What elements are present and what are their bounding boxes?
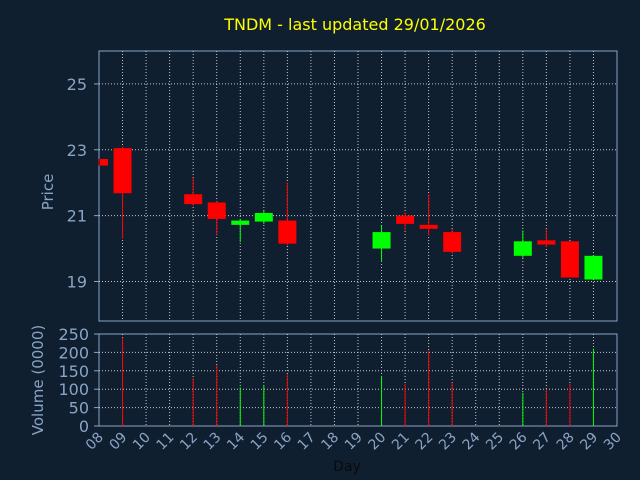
candle xyxy=(396,212,415,231)
x-tick-label: 22 xyxy=(413,430,437,454)
candle xyxy=(278,182,297,246)
candle xyxy=(513,230,532,258)
x-tick-label: 21 xyxy=(389,430,413,454)
volume-tick-label: 100 xyxy=(58,380,89,399)
x-tick-label: 09 xyxy=(106,430,130,454)
candle xyxy=(207,200,226,236)
candle xyxy=(231,218,250,242)
candle-body xyxy=(231,220,250,225)
candle-body xyxy=(560,241,579,278)
candle xyxy=(537,228,556,247)
price-tick-label: 21 xyxy=(67,207,87,226)
x-tick-label: 16 xyxy=(271,429,295,453)
x-tick-label: 27 xyxy=(530,430,554,454)
candle-body xyxy=(207,202,226,219)
x-tick-label: 14 xyxy=(224,429,248,453)
candle-body xyxy=(372,232,391,249)
candle-body xyxy=(254,213,273,222)
candle-body xyxy=(513,241,532,256)
price-grid xyxy=(99,51,617,321)
x-tick-label: 23 xyxy=(436,430,460,454)
x-axis-label: Day xyxy=(333,459,361,475)
candle xyxy=(443,228,462,254)
price-tick-label: 25 xyxy=(67,75,87,94)
volume-grid xyxy=(99,334,617,426)
candle-body xyxy=(100,159,108,166)
candle-body xyxy=(113,148,132,194)
x-tick-label: 13 xyxy=(201,430,225,454)
price-y-ticks: 19 21 23 25 xyxy=(67,75,99,291)
candle-body xyxy=(278,220,297,244)
chart-title: TNDM - last updated 29/01/2026 xyxy=(223,15,486,34)
x-tick-label: 25 xyxy=(483,430,507,454)
x-tick-label: 15 xyxy=(248,430,272,454)
candle-body xyxy=(537,240,556,245)
x-ticks: 08 09 10 11 12 13 14 15 16 17 18 19 20 21 22 23 24 25 26 27… xyxy=(83,429,625,453)
candle xyxy=(113,146,132,239)
candle xyxy=(372,225,391,262)
x-tick-label: 17 xyxy=(295,430,319,454)
candle-body xyxy=(419,224,438,229)
price-axis-label: Price xyxy=(39,174,57,211)
x-tick-label: 24 xyxy=(460,429,484,453)
x-tick-label: 11 xyxy=(154,430,178,454)
candle xyxy=(184,177,203,206)
candle xyxy=(560,241,579,278)
candle xyxy=(98,159,108,166)
candle xyxy=(584,255,603,280)
x-tick-label: 28 xyxy=(554,430,578,454)
volume-axis-label: Volume (0000) xyxy=(29,325,47,435)
x-tick-label: 20 xyxy=(365,430,389,454)
volume-tick-label: 200 xyxy=(58,343,89,362)
candle-body xyxy=(443,232,462,252)
x-tick-label: 19 xyxy=(342,430,366,454)
candles xyxy=(98,146,603,280)
candle xyxy=(254,210,273,224)
volume-bars xyxy=(122,337,594,426)
volume-tick-label: 150 xyxy=(58,362,89,381)
candle-body xyxy=(584,255,603,280)
x-tick-label: 12 xyxy=(177,430,201,454)
candle-body xyxy=(184,194,203,205)
candle-body xyxy=(396,215,415,224)
x-tick-label: 29 xyxy=(577,430,601,454)
x-tick-label: 26 xyxy=(507,429,531,453)
price-tick-label: 19 xyxy=(67,272,87,291)
volume-tick-label: 250 xyxy=(58,325,89,344)
volume-tick-label: 50 xyxy=(69,399,89,418)
price-tick-label: 23 xyxy=(67,141,87,160)
x-tick-label: 18 xyxy=(318,430,342,454)
x-tick-label: 10 xyxy=(130,430,154,454)
candle xyxy=(419,194,438,236)
volume-tick-label: 0 xyxy=(79,417,89,436)
x-tick-label: 30 xyxy=(601,430,625,454)
